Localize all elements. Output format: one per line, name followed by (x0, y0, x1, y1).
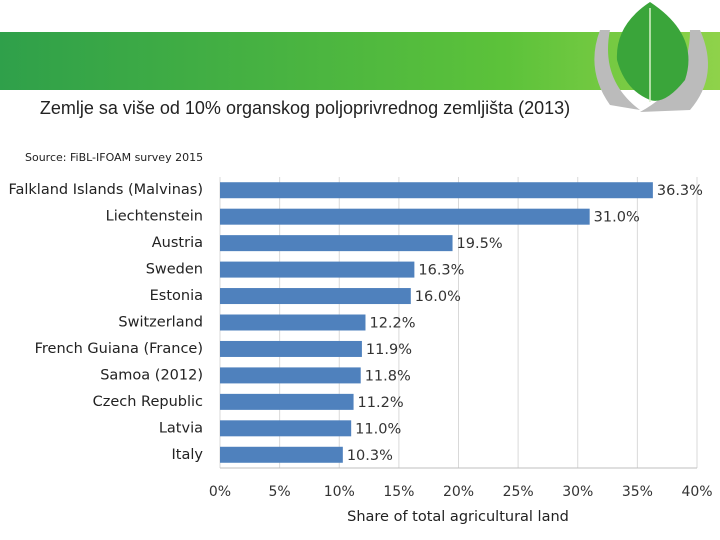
source: Source: FiBL-IFOAM survey 2015 (25, 151, 203, 164)
bar (220, 235, 453, 252)
value-label: 11.8% (365, 368, 411, 384)
x-tick-label: 30% (562, 484, 593, 500)
bar (220, 367, 361, 384)
x-tick-label: 25% (503, 484, 534, 500)
chart-title: Zemlje sa više od 10% organskog poljopri… (25, 90, 585, 150)
value-label: 36.3% (657, 183, 703, 199)
leaf (616, 2, 689, 101)
bar (220, 208, 590, 225)
y-tick-label: Austria (152, 235, 203, 251)
value-label: 19.5% (457, 236, 503, 252)
hand-right (640, 30, 708, 112)
value-label: 11.2% (358, 395, 404, 411)
bar (220, 288, 411, 305)
value-label: 11.9% (366, 342, 412, 358)
y-tick-label: Estonia (150, 288, 203, 304)
bar (220, 446, 343, 463)
x-axis-title: Share of total agricultural land (347, 509, 569, 525)
bar (220, 340, 362, 357)
x-tick-label: 15% (383, 484, 414, 500)
y-tick-label: Falkland Islands (Malvinas) (8, 182, 203, 198)
x-tick-label: 35% (622, 484, 653, 500)
bar (220, 420, 352, 437)
y-tick-label: Samoa (2012) (100, 367, 203, 383)
x-tick-label: 40% (681, 484, 712, 500)
y-tick-label: Latvia (159, 420, 203, 436)
value-label: 16.0% (415, 289, 461, 305)
bar (220, 182, 653, 199)
x-tick-label: 5% (269, 484, 291, 500)
bar (220, 314, 366, 331)
value-label: 10.3% (347, 448, 393, 464)
y-tick-label: Czech Republic (93, 394, 203, 410)
y-tick-label: Italy (172, 447, 204, 463)
bar (220, 261, 415, 278)
value-label: 11.0% (355, 421, 401, 437)
y-tick-label: Switzerland (118, 315, 203, 331)
value-label: 12.2% (369, 316, 415, 332)
x-tick-label: 0% (209, 484, 231, 500)
bar (220, 393, 354, 410)
hand-left (594, 30, 640, 110)
value-label: 16.3% (418, 263, 464, 279)
x-tick-label: 10% (324, 484, 355, 500)
y-tick-label: Sweden (146, 262, 203, 278)
value-label: 31.0% (594, 210, 640, 226)
y-tick-label: French Guiana (France) (35, 341, 203, 357)
x-tick-label: 20% (443, 484, 474, 500)
y-tick-label: Liechtenstein (106, 209, 203, 225)
